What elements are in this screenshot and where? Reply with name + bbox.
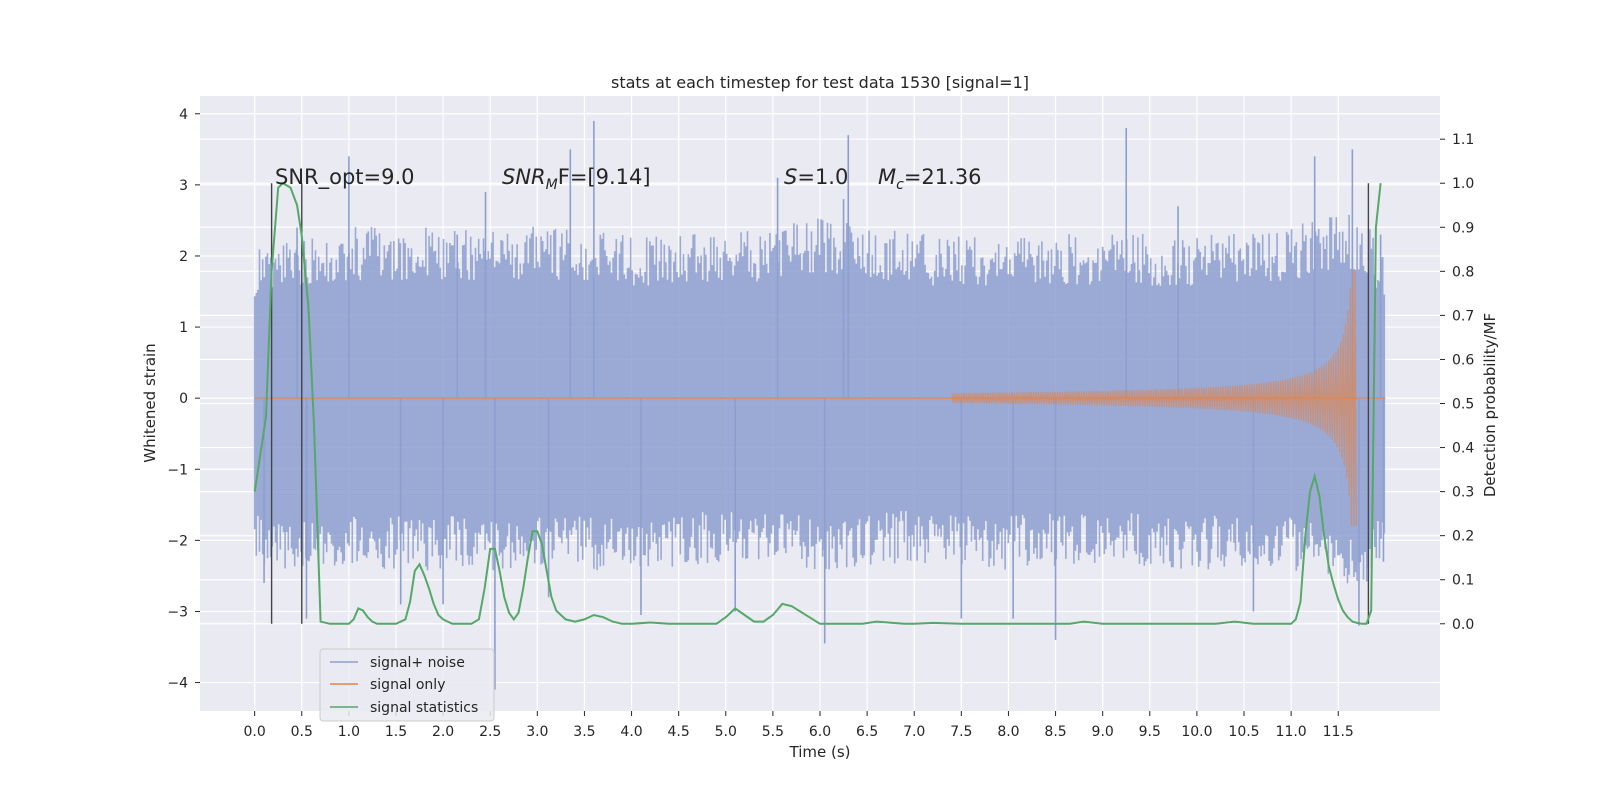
annotation-snr-mf-rest: F=[9.14] bbox=[558, 165, 651, 189]
signal-chirp bbox=[951, 270, 1357, 527]
y2-tick-label: 0.7 bbox=[1452, 308, 1474, 324]
y-tick-label: 0 bbox=[179, 391, 188, 407]
annotation-snr-mf: SNRMF=[9.14] bbox=[502, 165, 651, 193]
y2-tick-label: 0.9 bbox=[1452, 220, 1474, 236]
y2-tick-label: 0.6 bbox=[1452, 352, 1474, 368]
x-tick-label: 5.5 bbox=[762, 724, 784, 740]
x-tick-label: 7.5 bbox=[950, 724, 972, 740]
x-tick-label: 0.5 bbox=[291, 724, 313, 740]
y2-tick-label: 0.1 bbox=[1452, 573, 1474, 589]
x-tick-label: 1.0 bbox=[338, 724, 360, 740]
legend-label-noise: signal+ noise bbox=[370, 655, 465, 671]
annotation-mc-sub: c bbox=[896, 177, 904, 193]
x-tick-label: 11.5 bbox=[1323, 724, 1354, 740]
y-tick-label: −2 bbox=[167, 533, 188, 549]
y2-axis-label: Detection probability/MF bbox=[1481, 313, 1499, 497]
x-tick-label: 5.0 bbox=[715, 724, 737, 740]
x-tick-label: 6.5 bbox=[856, 724, 878, 740]
x-tick-label: 2.5 bbox=[479, 724, 501, 740]
y2-tick-label: 1.0 bbox=[1452, 176, 1474, 192]
x-tick-label: 9.5 bbox=[1139, 724, 1161, 740]
signal-statistics-line bbox=[253, 181, 1382, 625]
signal-statistics-series bbox=[253, 181, 1382, 625]
x-tick-label: 7.0 bbox=[903, 724, 925, 740]
y2-tick-label: 0.0 bbox=[1452, 617, 1474, 633]
x-tick-label: 11.0 bbox=[1276, 724, 1307, 740]
annotation-mc-main: M bbox=[878, 165, 896, 189]
x-tick-label: 6.0 bbox=[809, 724, 831, 740]
x-tick-label: 1.5 bbox=[385, 724, 407, 740]
y2-tick-label: 0.2 bbox=[1452, 529, 1474, 545]
x-tick-label: 4.0 bbox=[620, 724, 642, 740]
x-tick-label: 9.0 bbox=[1092, 724, 1114, 740]
y2-tick-label: 0.4 bbox=[1452, 441, 1474, 457]
annotation-s-main: S bbox=[784, 165, 797, 189]
annotation-snr-mf-main: SNR bbox=[502, 165, 546, 189]
x-tick-label: 3.5 bbox=[573, 724, 595, 740]
legend-box bbox=[319, 648, 495, 722]
x-tick-label: 4.5 bbox=[668, 724, 690, 740]
y2-tick-label: 0.8 bbox=[1452, 264, 1474, 280]
legend-label-signal: signal only bbox=[370, 677, 445, 693]
y2-tick-label: 0.3 bbox=[1452, 485, 1474, 501]
x-axis-ticks: 0.0 0.5 1.0 1.5 2.0 2.5 3.0 3.5 4.0 4.5 5.0 5.5 6.0 6… bbox=[244, 711, 1354, 740]
annotation-s: S=1.0 bbox=[784, 165, 848, 189]
y-tick-label: −3 bbox=[167, 604, 188, 620]
y-tick-label: −4 bbox=[167, 676, 188, 692]
y-tick-label: 4 bbox=[179, 107, 188, 123]
y-tick-label: 2 bbox=[179, 249, 188, 265]
y-axis-ticks: −4 −3 −2 −1 0 1 2 3 4 bbox=[167, 107, 200, 692]
y-tick-label: 3 bbox=[179, 178, 188, 194]
chart-title: stats at each timestep for test data 153… bbox=[611, 73, 1029, 92]
x-tick-label: 3.0 bbox=[526, 724, 548, 740]
y-tick-label: 1 bbox=[179, 320, 188, 336]
y2-axis-ticks: 0.0 0.1 0.2 0.3 0.4 0.5 0.6 0.7 0.8 0.9 1.0 1.1 bbox=[1440, 132, 1474, 633]
annotation-snr-opt: SNR_opt=9.0 bbox=[275, 165, 415, 190]
annotation-mc-rest: =21.36 bbox=[904, 165, 982, 189]
signal-only-series bbox=[254, 270, 1386, 527]
y-tick-label: −1 bbox=[167, 462, 188, 478]
y-axis-label: Whitened strain bbox=[141, 343, 159, 462]
x-tick-label: 2.0 bbox=[432, 724, 454, 740]
y2-tick-label: 0.5 bbox=[1452, 397, 1474, 413]
x-tick-label: 8.5 bbox=[1044, 724, 1066, 740]
legend-label-stats: signal statistics bbox=[370, 700, 478, 716]
legend: signal+ noise signal only signal statist… bbox=[319, 648, 495, 722]
noise-series bbox=[253, 120, 1386, 690]
x-tick-label: 8.0 bbox=[997, 724, 1019, 740]
annotation-s-rest: =1.0 bbox=[797, 165, 848, 189]
x-axis-label: Time (s) bbox=[789, 743, 851, 761]
y2-tick-label: 1.1 bbox=[1452, 132, 1474, 148]
annotation-snr-mf-sub: M bbox=[546, 177, 558, 193]
vertical-markers bbox=[270, 183, 1370, 624]
x-tick-label: 0.0 bbox=[244, 724, 266, 740]
annotation-mc: Mc=21.36 bbox=[878, 165, 982, 193]
x-tick-label: 10.5 bbox=[1228, 724, 1259, 740]
x-tick-label: 10.0 bbox=[1181, 724, 1212, 740]
